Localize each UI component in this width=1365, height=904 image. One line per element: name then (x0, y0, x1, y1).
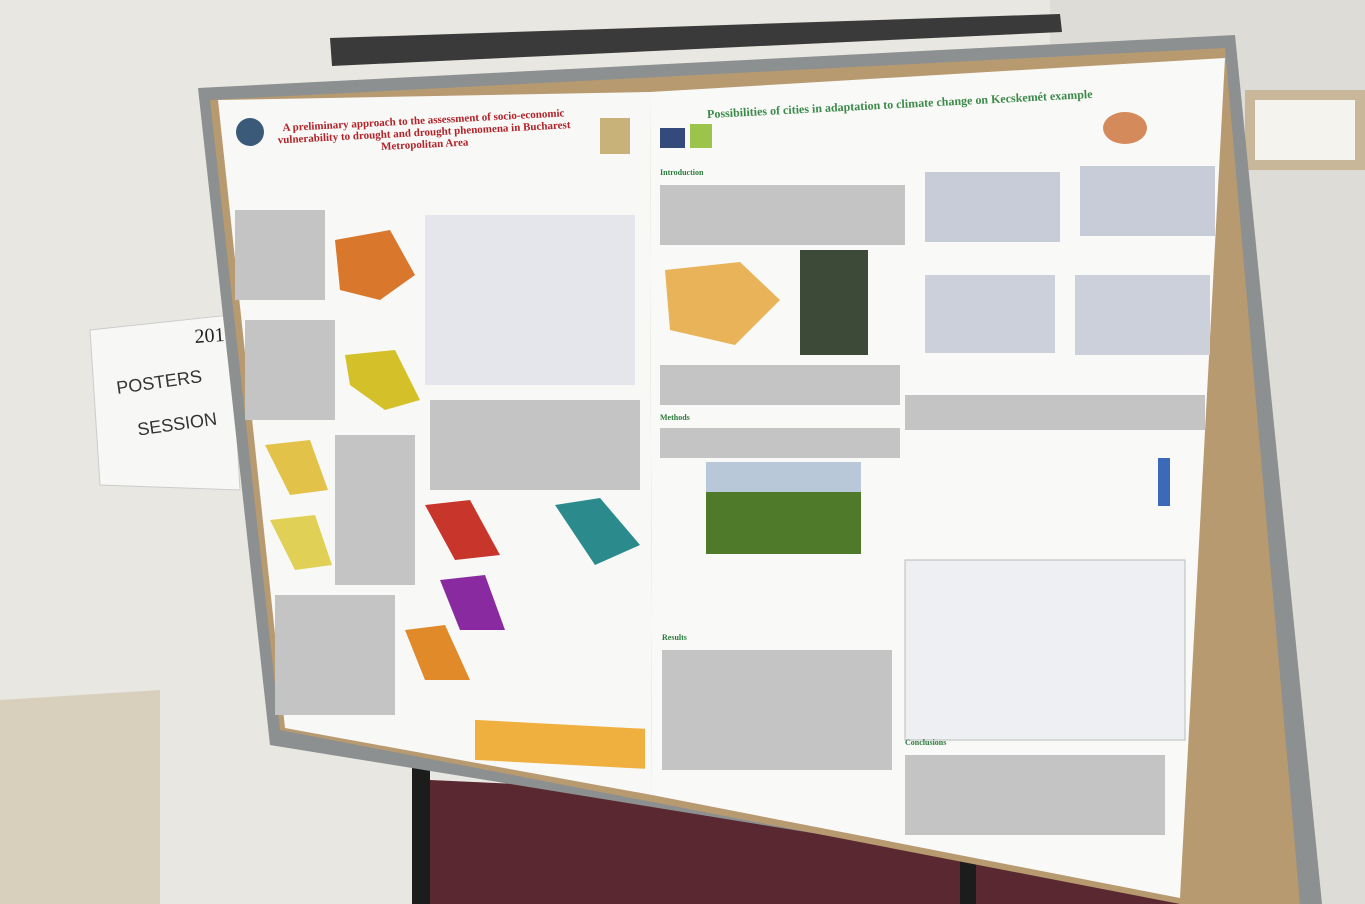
map (265, 440, 328, 495)
photo-sky (706, 462, 861, 492)
map (270, 515, 332, 570)
logo (1103, 112, 1147, 144)
text-block (660, 365, 900, 405)
text-lines (235, 185, 1205, 835)
section-heading: Methods (660, 413, 690, 422)
section-heading: Conclusions (905, 738, 946, 747)
logo (236, 118, 264, 146)
chart-image (925, 275, 1055, 353)
window (1255, 100, 1355, 160)
chart-bar (1158, 458, 1170, 506)
text-block (660, 185, 905, 245)
text-block (905, 755, 1165, 835)
map (425, 500, 500, 560)
table (425, 215, 635, 385)
text-block (430, 400, 640, 490)
floor-light (0, 690, 160, 904)
map (555, 498, 640, 565)
section-heading: Results (662, 633, 687, 642)
text-block (235, 210, 325, 300)
text-block (275, 595, 395, 715)
poster-title-box: A preliminary approach to the assessment… (277, 107, 570, 153)
text-block (245, 320, 335, 420)
chart-image (1080, 166, 1215, 236)
table (904, 559, 1186, 741)
rod (330, 14, 1062, 66)
section-heading: Introduction (660, 168, 704, 177)
map (335, 230, 415, 300)
logo (600, 118, 630, 154)
map (665, 262, 780, 345)
map (440, 575, 505, 630)
map (405, 625, 470, 680)
text-block (662, 650, 892, 770)
sign-year: 201 (194, 324, 225, 348)
logo (690, 124, 712, 148)
stand-leg (412, 740, 430, 904)
logo (660, 128, 685, 148)
map (345, 350, 420, 410)
text-block (660, 428, 900, 458)
text-block (905, 395, 1205, 430)
chart-image (925, 172, 1060, 242)
photo-building (800, 250, 868, 355)
text-block (335, 435, 415, 585)
sign-paper (89, 314, 241, 491)
chart-image (1075, 275, 1210, 355)
table-strip (475, 719, 645, 769)
